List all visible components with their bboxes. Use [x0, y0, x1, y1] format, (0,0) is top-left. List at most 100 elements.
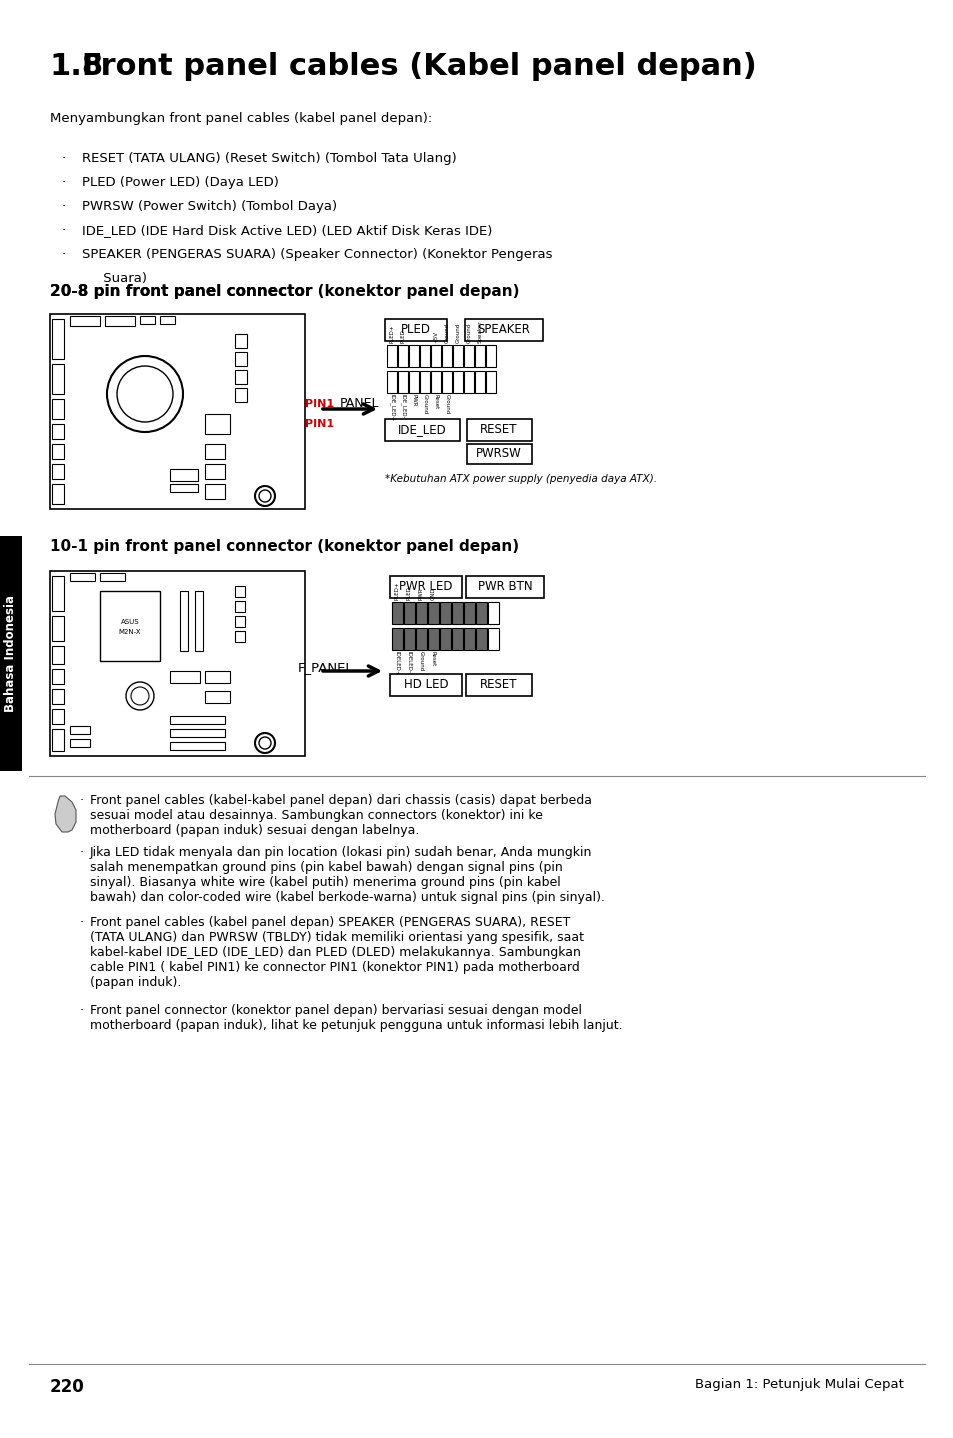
Bar — [428, 603, 438, 624]
Text: SPEAKER (PENGERAS SUARA) (Speaker Connector) (Konektor Pengeras: SPEAKER (PENGERAS SUARA) (Speaker Connec… — [82, 247, 552, 262]
Text: PIN1: PIN1 — [305, 418, 334, 429]
Text: *Kebutuhan ATX power supply (penyedia daya ATX).: *Kebutuhan ATX power supply (penyedia da… — [385, 475, 657, 485]
Bar — [170, 716, 225, 723]
Text: Bagian 1: Petunjuk Mulai Cepat: Bagian 1: Petunjuk Mulai Cepat — [695, 1378, 903, 1391]
Bar — [170, 485, 198, 492]
Bar — [476, 603, 486, 624]
Text: Menyambungkan front panel cables (kabel panel depan):: Menyambungkan front panel cables (kabel … — [50, 112, 432, 125]
Bar — [100, 572, 125, 581]
Bar — [205, 692, 230, 703]
Bar — [439, 628, 451, 650]
Text: PWR BTN: PWR BTN — [477, 580, 532, 592]
Circle shape — [131, 687, 149, 705]
Bar — [441, 371, 452, 393]
Text: RESET (TATA ULANG) (Reset Switch) (Tombol Tata Ulang): RESET (TATA ULANG) (Reset Switch) (Tombo… — [82, 152, 456, 165]
Bar — [160, 316, 174, 324]
Text: ·: · — [80, 794, 84, 807]
Bar — [385, 418, 459, 441]
Bar — [475, 345, 484, 367]
Text: Front panel cables (Kabel panel depan): Front panel cables (Kabel panel depan) — [50, 52, 756, 81]
Text: Bahasa Indonesia: Bahasa Indonesia — [5, 595, 17, 712]
Bar — [467, 418, 532, 441]
Bar — [475, 371, 484, 393]
Bar — [52, 689, 64, 705]
Bar — [463, 345, 474, 367]
Bar — [403, 628, 415, 650]
Text: Jika LED tidak menyala dan pin location (lokasi pin) sudah benar, Anda mungkin
s: Jika LED tidak menyala dan pin location … — [90, 846, 604, 905]
Circle shape — [126, 682, 153, 710]
Bar — [452, 603, 462, 624]
Text: Ground: Ground — [444, 322, 449, 344]
Bar — [52, 615, 64, 641]
Text: ·: · — [62, 152, 66, 165]
Bar — [234, 388, 247, 403]
Bar — [431, 371, 440, 393]
Bar — [392, 603, 402, 624]
Bar — [488, 628, 498, 650]
Bar — [52, 646, 64, 664]
Bar — [392, 628, 402, 650]
Text: IDE_LED (IDE Hard Disk Active LED) (LED Aktif Disk Keras IDE): IDE_LED (IDE Hard Disk Active LED) (LED … — [82, 224, 492, 237]
Bar — [416, 603, 427, 624]
Bar — [463, 628, 475, 650]
Bar — [234, 587, 245, 597]
Text: Front panel cables (kabel-kabel panel depan) dari chassis (casis) dapat berbeda
: Front panel cables (kabel-kabel panel de… — [90, 794, 592, 837]
Bar — [465, 674, 532, 696]
Bar — [234, 352, 247, 367]
Text: ·: · — [62, 247, 66, 262]
Bar — [390, 577, 461, 598]
Text: ·: · — [80, 1004, 84, 1017]
Bar — [52, 364, 64, 394]
Bar — [0, 536, 22, 771]
Text: Suara): Suara) — [82, 272, 147, 285]
Text: SPEAKER: SPEAKER — [477, 324, 530, 336]
Text: PLED-: PLED- — [400, 326, 405, 344]
Bar — [403, 603, 415, 624]
Bar — [416, 628, 427, 650]
Text: PWRSW (Power Switch) (Tombol Daya): PWRSW (Power Switch) (Tombol Daya) — [82, 200, 336, 213]
Bar — [234, 615, 245, 627]
Bar — [52, 485, 64, 503]
Bar — [52, 729, 64, 751]
Text: PANEL: PANEL — [339, 397, 379, 410]
Bar — [52, 709, 64, 723]
Text: 20-8 pin front panel connector (konektor panel depan): 20-8 pin front panel connector (konektor… — [50, 283, 519, 299]
Bar — [170, 469, 198, 480]
Bar — [234, 334, 247, 348]
Bar — [52, 398, 64, 418]
Bar — [463, 371, 474, 393]
Bar — [205, 464, 225, 479]
Bar — [409, 371, 418, 393]
Text: Ground: Ground — [455, 322, 460, 344]
Text: Ground: Ground — [466, 322, 471, 344]
Bar — [419, 345, 430, 367]
Bar — [52, 444, 64, 459]
Bar — [397, 371, 408, 393]
Bar — [385, 319, 447, 341]
Text: Front panel cables (kabel panel depan) SPEAKER (PENGERAS SUARA), RESET
(TATA ULA: Front panel cables (kabel panel depan) S… — [90, 916, 583, 989]
Circle shape — [254, 486, 274, 506]
Bar — [234, 601, 245, 613]
Text: PLED: PLED — [400, 324, 431, 336]
Text: 220: 220 — [50, 1378, 85, 1396]
Bar — [234, 370, 247, 384]
Bar — [52, 319, 64, 360]
Bar — [439, 603, 451, 624]
Bar — [52, 424, 64, 439]
Text: M2N-X: M2N-X — [118, 628, 141, 636]
Text: IDE_LED-: IDE_LED- — [399, 394, 405, 418]
Text: PLED+: PLED+ — [395, 581, 399, 600]
Text: PWR: PWR — [418, 588, 423, 600]
Bar — [431, 345, 440, 367]
Circle shape — [258, 738, 271, 749]
Bar — [397, 345, 408, 367]
Text: IDE_LED: IDE_LED — [397, 423, 446, 436]
Bar — [70, 316, 100, 326]
Text: GND: GND — [430, 587, 435, 600]
Text: Ground: Ground — [422, 394, 427, 414]
Text: ·: · — [62, 224, 66, 237]
Bar — [463, 603, 475, 624]
Circle shape — [258, 490, 271, 502]
Text: RESET: RESET — [479, 423, 517, 436]
Bar — [476, 628, 486, 650]
